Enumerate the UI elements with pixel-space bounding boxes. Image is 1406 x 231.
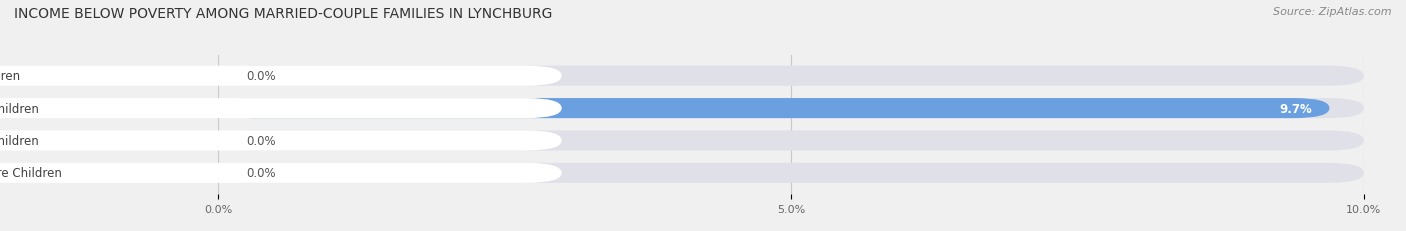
FancyBboxPatch shape [0, 131, 562, 151]
Text: 9.7%: 9.7% [1279, 102, 1312, 115]
Text: 0.0%: 0.0% [246, 134, 276, 147]
Text: 0.0%: 0.0% [246, 167, 276, 179]
FancyBboxPatch shape [218, 131, 1364, 151]
Text: 1 or 2 Children: 1 or 2 Children [0, 102, 39, 115]
Text: 0.0%: 0.0% [246, 70, 276, 83]
FancyBboxPatch shape [0, 163, 562, 183]
Text: 5 or more Children: 5 or more Children [0, 167, 62, 179]
FancyBboxPatch shape [218, 163, 1364, 183]
FancyBboxPatch shape [0, 66, 562, 86]
Text: Source: ZipAtlas.com: Source: ZipAtlas.com [1274, 7, 1392, 17]
FancyBboxPatch shape [218, 99, 1364, 119]
FancyBboxPatch shape [0, 99, 562, 119]
FancyBboxPatch shape [218, 66, 1364, 86]
FancyBboxPatch shape [218, 99, 1330, 119]
Text: No Children: No Children [0, 70, 20, 83]
Text: 3 or 4 Children: 3 or 4 Children [0, 134, 39, 147]
Text: INCOME BELOW POVERTY AMONG MARRIED-COUPLE FAMILIES IN LYNCHBURG: INCOME BELOW POVERTY AMONG MARRIED-COUPL… [14, 7, 553, 21]
